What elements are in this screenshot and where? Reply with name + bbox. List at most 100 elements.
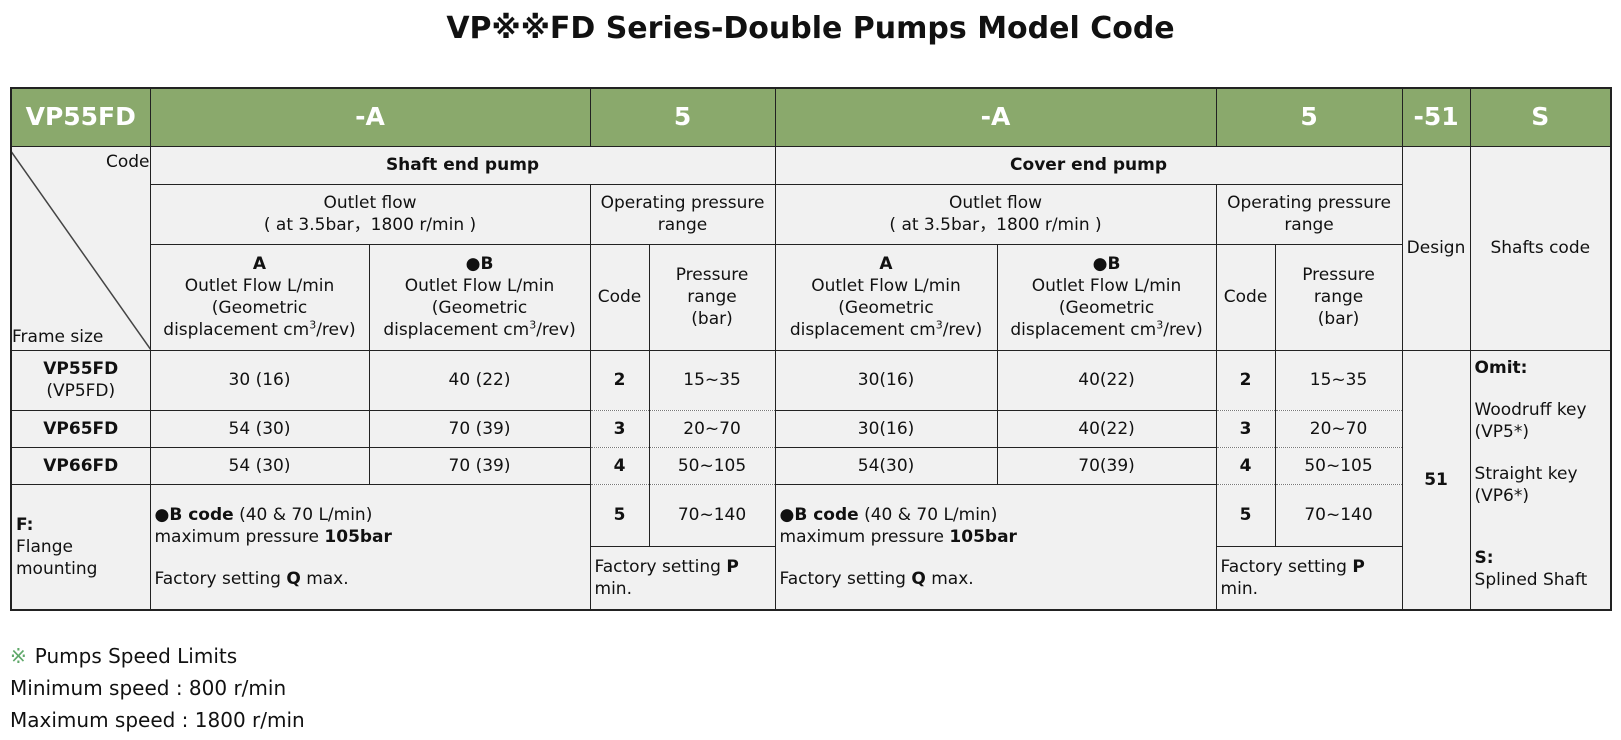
rev-text: /rev) (942, 320, 983, 340)
outlet-flow-header: Outlet flow( at 3.5bar，1800 r/min ) (774, 183, 1217, 245)
corner-frame-size: Frame size (12, 326, 104, 347)
pressure-code: 3 (589, 409, 650, 448)
pressure-code: 5 (589, 483, 650, 547)
shaft-straight: Straight key (1474, 463, 1578, 484)
flange: F: Flange mounting (10, 483, 151, 611)
note-line: ●B code (40 & 70 L/min) (780, 504, 1212, 526)
exponent: 3 (529, 318, 537, 332)
frame-note: (VP5FD) (46, 381, 116, 401)
page-title: VP※※FD Series-Double Pumps Model Code (446, 11, 1175, 46)
corner-cell: Code Frame size (10, 145, 151, 351)
factory-end: min. (594, 578, 632, 599)
shaft-splined: Splined Shaft (1474, 569, 1588, 590)
pressure-range-text: Pressure (675, 265, 749, 285)
table-row: VP66FD 54 (30) 70 (39) 4 50~105 54(30) 70(39) 4… (10, 446, 1611, 485)
flow-a: 30(16) (774, 409, 998, 448)
exponent: 3 (935, 318, 943, 332)
flow-geometric: (Geometric (211, 298, 308, 318)
pressure-range-text: range (687, 287, 737, 307)
outlet-flow: Outlet flow (948, 193, 1043, 213)
rev-text: /rev) (536, 320, 576, 340)
factory-end: max. (925, 568, 974, 589)
table-row: F: Flange mounting ●B code (40 & 70 L/min)… (10, 483, 1611, 611)
frame-name: VP65FD (43, 418, 119, 439)
outlet-flow: Outlet flow (323, 193, 417, 213)
pressure-code: 2 (589, 349, 650, 411)
b-code: ●B code (154, 504, 234, 525)
shaft-woodruff: Woodruff key (1474, 399, 1587, 420)
pressure-range-text: range (1313, 287, 1364, 307)
factory-text: Factory setting (594, 556, 727, 577)
table-row: Code Frame size Shaft end pump Cover end pu… (10, 145, 1612, 351)
footer-title: Pumps Speed Limits (34, 644, 238, 668)
pressure-range-text: (bar) (691, 309, 733, 329)
exponent: 3 (309, 318, 317, 332)
model-code-cell: -A (774, 87, 1217, 147)
table-row: VP65FD 54 (30) 70 (39) 3 20~70 30(16) 40(22) 3 2… (10, 409, 1611, 448)
frame-size: VP65FD (10, 409, 151, 448)
factory-text: Factory setting (779, 568, 912, 589)
shaft-omit: Omit: (1474, 357, 1528, 378)
frame-name: VP66FD (43, 455, 119, 476)
pressure-value: 50~105 (648, 446, 776, 485)
pressure-value: 70~140 (648, 483, 776, 547)
factory-text: Factory setting (154, 568, 287, 589)
flow-displacement: displacement cm3/rev) (780, 319, 993, 341)
note-line: Factory setting Q max. (155, 568, 586, 590)
outlet-condition: ( at 3.5bar，1800 r/min ) (263, 215, 477, 235)
b-code-note: ●B code (40 & 70 L/min) maximum pressure … (149, 483, 591, 611)
b-flow: (40 & 70 L/min) (858, 504, 998, 525)
flow-displacement: displacement cm3/rev) (374, 319, 586, 341)
pressure-code: 3 (1215, 409, 1276, 448)
flow-unit: Outlet Flow L/min (404, 276, 555, 296)
model-code-cell: 5 (589, 87, 776, 147)
flow-geometric: (Geometric (1058, 298, 1155, 318)
shaft-s: S: (1474, 547, 1494, 568)
flow-column-header: ●B Outlet Flow L/min (Geometric displacemen… (996, 243, 1217, 351)
shafts-title: Shafts code (1469, 145, 1612, 351)
pressure-header: Operating pressure range (1215, 183, 1403, 245)
diagonal-line (12, 150, 149, 348)
code-header: Code (1215, 243, 1276, 351)
design-value: 51 (1401, 349, 1471, 611)
pressure-note: Factory setting P min. (589, 545, 776, 611)
b-flow: (40 & 70 L/min) (233, 504, 373, 525)
pressure-range-text: (bar) (1317, 309, 1360, 329)
footer-heading: ※ Pumps Speed Limits (10, 640, 305, 672)
flow-displacement: displacement cm3/rev) (1002, 319, 1212, 341)
displacement-text: displacement cm (383, 320, 530, 340)
pressure-value: 50~105 (1274, 446, 1403, 485)
factory-end: min. (1220, 578, 1258, 599)
pressure-range-header: Pressure range (bar) (648, 243, 776, 351)
shaft-woodruff-note: (VP5*) (1474, 421, 1529, 442)
max-value: 105bar (324, 526, 392, 547)
flange-code: F: (16, 514, 34, 535)
frame-size: VP66FD (10, 446, 151, 485)
flow-b: 40(22) (996, 409, 1217, 448)
flow-column-header: ●B Outlet Flow L/min (Geometric displacemen… (368, 243, 591, 351)
design-title: Design (1401, 145, 1471, 351)
pressure-value: 70~140 (1274, 483, 1403, 547)
flow-name: ●B (465, 254, 494, 274)
factory-end: max. (300, 568, 349, 589)
corner-code: Code (105, 151, 150, 172)
shafts-options: Omit: Woodruff key (VP5*) Straight key (VP6*… (1469, 349, 1612, 611)
table-row: A Outlet Flow L/min (Geometric displacement… (11, 243, 1611, 351)
flow-a: 54 (30) (149, 446, 370, 485)
flange-text: Flange mounting (16, 536, 98, 579)
pressure-value: 20~70 (1274, 409, 1403, 448)
flow-name: A (252, 254, 267, 274)
flow-unit: Outlet Flow L/min (811, 276, 961, 296)
flow-geometric: (Geometric (431, 298, 528, 318)
flow-b: 40 (22) (368, 349, 591, 411)
note-line: maximum pressure 105bar (780, 526, 1212, 548)
outlet-flow-header: Outlet flow( at 3.5bar，1800 r/min ) (149, 183, 591, 245)
pressure-header: Operating pressure range (589, 183, 776, 245)
corner-box: Code Frame size (12, 147, 150, 349)
flow-unit: Outlet Flow L/min (1031, 276, 1182, 296)
pressure-code: 2 (1215, 349, 1276, 411)
flow-name: A (879, 254, 893, 274)
factory-key: P (1352, 556, 1365, 577)
rev-text: /rev) (316, 320, 356, 340)
